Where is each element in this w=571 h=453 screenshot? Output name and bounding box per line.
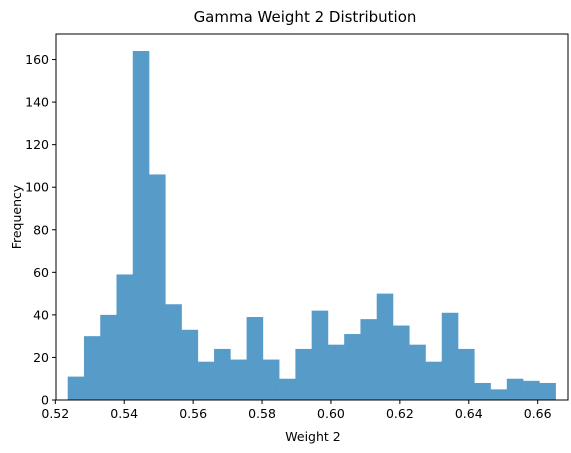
histogram-bar: [458, 348, 475, 400]
histogram-bar: [67, 376, 85, 400]
histogram-bar: [100, 314, 117, 400]
histogram-bar: [149, 174, 166, 400]
x-tick-label: 0.52: [41, 406, 69, 421]
histogram-bar: [116, 274, 134, 400]
bars-group: [67, 51, 556, 400]
histogram-bar: [523, 380, 540, 400]
histogram-bar: [132, 51, 150, 400]
x-tick-label: 0.60: [317, 406, 345, 421]
x-tick-label: 0.54: [110, 406, 138, 421]
histogram-bar: [344, 334, 361, 400]
y-tick-label: 120: [25, 137, 49, 152]
histogram-bar: [360, 319, 378, 400]
histogram-bar: [376, 293, 394, 400]
histogram-bar: [327, 344, 345, 400]
histogram-bar: [474, 382, 491, 400]
histogram-bar: [539, 382, 556, 400]
y-axis-label: Frequency: [9, 184, 24, 249]
histogram-bar: [425, 361, 443, 400]
histogram-bar: [490, 389, 508, 400]
chart-title: Gamma Weight 2 Distribution: [194, 8, 417, 26]
histogram-bar: [197, 361, 215, 400]
y-tick-label: 140: [25, 95, 49, 110]
y-tick-label: 80: [33, 222, 49, 237]
histogram-bar: [506, 378, 524, 400]
histogram-bar: [214, 348, 231, 400]
histogram-bar: [83, 336, 101, 400]
y-tick-label: 100: [25, 180, 49, 195]
x-tick-label: 0.66: [524, 406, 552, 421]
x-tick-label: 0.62: [386, 406, 414, 421]
histogram-bar: [181, 329, 199, 400]
x-axis-ticks: 0.52 0.54 0.56 0.58 0.60 0.62 0.64 0.66: [41, 400, 552, 421]
histogram-bar: [246, 317, 264, 400]
histogram-bar: [295, 348, 312, 400]
y-tick-label: 40: [33, 307, 49, 322]
x-axis-label: Weight 2: [285, 429, 340, 444]
histogram-bar: [311, 310, 329, 400]
x-tick-label: 0.56: [179, 406, 207, 421]
histogram-bar: [392, 325, 410, 400]
x-tick-label: 0.64: [455, 406, 483, 421]
histogram-bar: [279, 378, 296, 400]
histogram-bar: [230, 359, 247, 400]
histogram-bar: [165, 304, 182, 400]
y-axis-ticks: 0 20 40 60 80 100 120 140 160: [25, 52, 56, 408]
histogram-bar: [441, 312, 459, 400]
y-tick-label: 60: [33, 265, 49, 280]
x-tick-label: 0.58: [248, 406, 276, 421]
histogram-bar: [262, 359, 280, 400]
y-tick-label: 0: [41, 393, 49, 408]
histogram-bar: [409, 344, 426, 400]
plot-frame: [55, 33, 569, 401]
y-tick-label: 20: [33, 350, 49, 365]
y-tick-label: 160: [25, 52, 49, 67]
